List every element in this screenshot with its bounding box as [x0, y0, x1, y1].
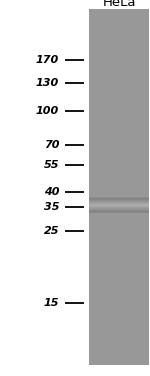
- Text: 15: 15: [44, 298, 59, 308]
- Text: 40: 40: [44, 187, 59, 197]
- Text: HeLa: HeLa: [102, 0, 136, 9]
- Text: 35: 35: [44, 202, 59, 212]
- Text: 100: 100: [36, 106, 59, 116]
- Text: 70: 70: [44, 140, 59, 150]
- Text: 55: 55: [44, 161, 59, 170]
- Text: 130: 130: [36, 78, 59, 88]
- Text: 170: 170: [36, 55, 59, 65]
- Text: 25: 25: [44, 226, 59, 236]
